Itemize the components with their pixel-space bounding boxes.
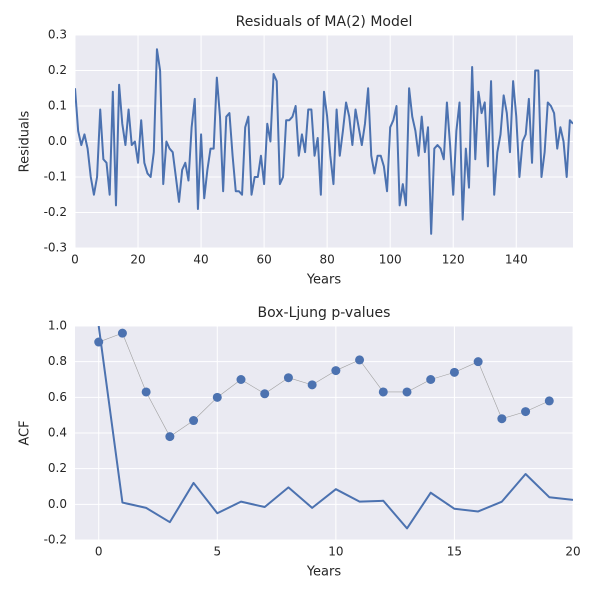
point (473, 357, 483, 367)
series-line (75, 48, 573, 235)
y-tick-label: 0.4 (48, 426, 67, 440)
x-tick-label: 10 (328, 545, 343, 559)
y-tick-label: 0.0 (48, 134, 67, 148)
x-tick-label: 5 (213, 545, 221, 559)
y-tick-label: 0.6 (48, 390, 67, 404)
x-tick-label: 80 (320, 253, 335, 267)
point (307, 380, 317, 390)
point (94, 337, 104, 347)
x-tick-label: 40 (193, 253, 208, 267)
y-tick-label: -0.3 (44, 241, 67, 255)
series-line (97, 326, 573, 530)
x-axis-label: Years (306, 273, 342, 288)
point (165, 432, 175, 442)
point (521, 407, 531, 417)
x-tick-label: 100 (379, 253, 402, 267)
x-tick-label: 20 (130, 253, 145, 267)
point (402, 387, 412, 397)
point (236, 375, 246, 384)
x-tick-label: 0 (95, 545, 103, 559)
plot-area (94, 326, 573, 530)
y-axis-label: ACF (18, 420, 33, 445)
point (355, 355, 365, 365)
y-tick-label: 0.2 (48, 461, 67, 475)
point (544, 396, 554, 406)
chart-title: Residuals of MA(2) Model (236, 14, 413, 30)
point (378, 387, 388, 397)
point (449, 367, 459, 377)
x-tick-label: 140 (505, 253, 528, 267)
x-tick-label: 120 (442, 253, 465, 267)
x-tick-label: 15 (447, 545, 462, 559)
point (189, 416, 199, 426)
x-tick-label: 0 (71, 253, 79, 267)
point (260, 389, 270, 399)
y-tick-label: 0.1 (48, 99, 67, 113)
plot-area (75, 48, 573, 235)
y-tick-label: 0.2 (48, 63, 67, 77)
point (283, 373, 293, 383)
point (331, 366, 341, 376)
subplot: -0.3 -0.2 -0.1 0.0 0.1 0.2 0.3 0 20 40 60 80 100 120 1… (18, 14, 573, 288)
x-tick-label: 20 (565, 545, 580, 559)
point (141, 387, 151, 397)
point (212, 392, 222, 402)
y-tick-label: 1.0 (48, 319, 67, 333)
y-tick-label: -0.1 (44, 170, 67, 184)
point (117, 328, 127, 338)
x-axis-label: Years (306, 565, 342, 580)
subplot: -0.2 0.0 0.2 0.4 0.6 0.8 1.0 0 5 10 15 20 Box-Ljung … (18, 305, 581, 580)
y-tick-label: 0.0 (48, 497, 67, 511)
point (497, 414, 507, 424)
x-tick-label: 60 (256, 253, 271, 267)
y-tick-label: -0.2 (44, 533, 67, 547)
y-tick-label: -0.2 (44, 205, 67, 219)
y-tick-label: 0.8 (48, 354, 67, 368)
chart-title: Box-Ljung p-values (258, 305, 391, 321)
y-tick-label: 0.3 (48, 28, 67, 42)
y-axis-label: Residuals (18, 110, 33, 172)
point (426, 375, 436, 384)
